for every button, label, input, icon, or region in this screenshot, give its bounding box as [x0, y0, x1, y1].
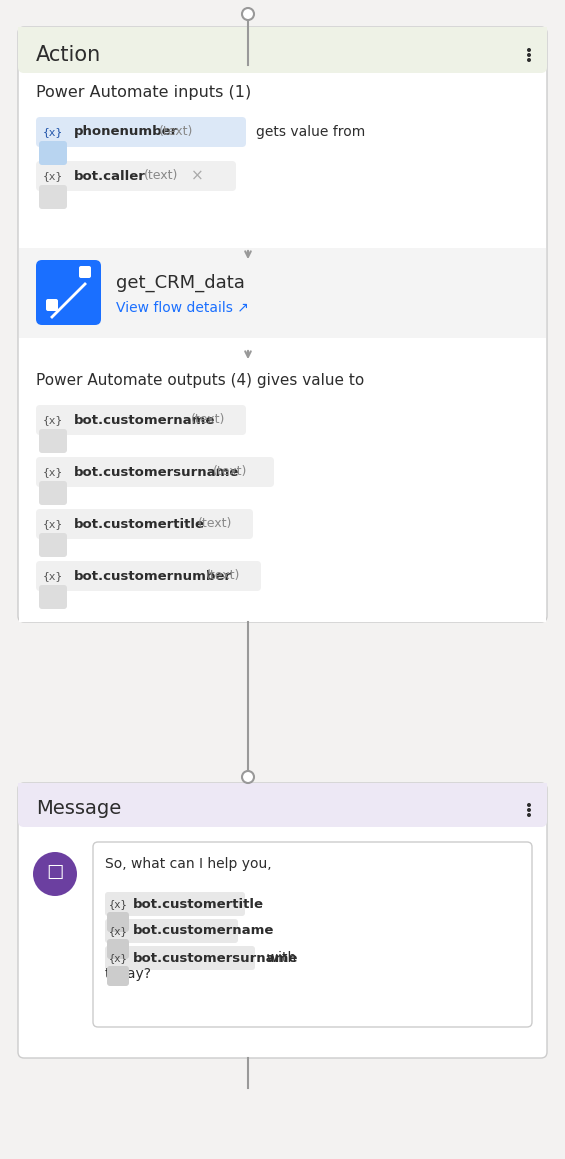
FancyBboxPatch shape — [105, 892, 245, 916]
Circle shape — [242, 771, 254, 783]
Text: {x}: {x} — [43, 467, 63, 478]
Text: bot.customername: bot.customername — [74, 414, 215, 427]
FancyBboxPatch shape — [93, 841, 532, 1027]
FancyBboxPatch shape — [46, 299, 58, 311]
Text: bot.customertitle: bot.customertitle — [133, 897, 264, 911]
Text: (text): (text) — [144, 169, 179, 182]
Text: {x}: {x} — [108, 953, 127, 963]
Text: ×: × — [191, 168, 204, 183]
Text: Message: Message — [36, 799, 121, 817]
FancyBboxPatch shape — [36, 561, 261, 591]
FancyBboxPatch shape — [105, 919, 238, 943]
Text: bot.customertitle: bot.customertitle — [74, 518, 205, 531]
Text: gets value from: gets value from — [256, 125, 365, 139]
Text: {x}: {x} — [108, 926, 127, 936]
Text: {x}: {x} — [43, 519, 63, 529]
FancyBboxPatch shape — [39, 429, 67, 453]
Text: bot.customersurname: bot.customersurname — [133, 952, 298, 964]
FancyBboxPatch shape — [18, 27, 547, 622]
Text: bot.customersurname: bot.customersurname — [74, 466, 240, 479]
Text: (text): (text) — [159, 125, 193, 138]
FancyBboxPatch shape — [39, 185, 67, 209]
Text: get_CRM_data: get_CRM_data — [116, 274, 245, 292]
Circle shape — [242, 8, 254, 20]
Bar — [19, 248, 546, 338]
FancyBboxPatch shape — [36, 161, 236, 191]
Text: with: with — [258, 952, 296, 965]
Circle shape — [527, 58, 531, 61]
Text: today?: today? — [105, 967, 152, 981]
FancyBboxPatch shape — [36, 260, 101, 325]
Circle shape — [527, 48, 531, 52]
Text: Power Automate inputs (1): Power Automate inputs (1) — [36, 86, 251, 101]
Bar — [19, 360, 546, 622]
Text: Action: Action — [36, 45, 101, 65]
Text: (text): (text) — [191, 414, 225, 427]
Text: {x}: {x} — [108, 899, 127, 909]
Text: ☐: ☐ — [46, 863, 64, 882]
Circle shape — [527, 808, 531, 812]
Text: (text): (text) — [212, 466, 247, 479]
FancyBboxPatch shape — [36, 457, 274, 487]
FancyBboxPatch shape — [18, 783, 547, 828]
Bar — [18, 783, 547, 821]
Text: phonenumber: phonenumber — [74, 125, 178, 138]
Text: bot.customername: bot.customername — [133, 925, 275, 938]
Text: bot.caller: bot.caller — [74, 169, 146, 182]
Circle shape — [33, 852, 77, 896]
Bar — [19, 73, 546, 236]
FancyBboxPatch shape — [36, 404, 246, 435]
FancyBboxPatch shape — [18, 27, 547, 73]
Text: bot.customernumber: bot.customernumber — [74, 569, 232, 583]
FancyBboxPatch shape — [105, 946, 255, 970]
FancyBboxPatch shape — [107, 939, 129, 958]
FancyBboxPatch shape — [39, 481, 67, 505]
FancyBboxPatch shape — [79, 267, 91, 278]
Text: {x}: {x} — [43, 415, 63, 425]
Text: Power Automate outputs (4) gives value to: Power Automate outputs (4) gives value t… — [36, 372, 364, 387]
Circle shape — [527, 803, 531, 807]
FancyBboxPatch shape — [18, 783, 547, 1058]
Text: {x}: {x} — [43, 127, 63, 137]
Text: (text): (text) — [198, 518, 232, 531]
FancyBboxPatch shape — [107, 912, 129, 932]
FancyBboxPatch shape — [107, 965, 129, 986]
FancyBboxPatch shape — [39, 141, 67, 165]
Bar — [18, 27, 547, 67]
FancyBboxPatch shape — [39, 533, 67, 557]
Text: (text): (text) — [206, 569, 240, 583]
Circle shape — [527, 53, 531, 57]
Text: View flow details ↗: View flow details ↗ — [116, 301, 249, 315]
FancyBboxPatch shape — [39, 585, 67, 608]
FancyBboxPatch shape — [36, 509, 253, 539]
Text: So, what can I help you,: So, what can I help you, — [105, 857, 272, 872]
Text: {x}: {x} — [43, 571, 63, 581]
FancyBboxPatch shape — [36, 117, 246, 147]
Text: {x}: {x} — [43, 172, 63, 181]
Circle shape — [527, 812, 531, 817]
